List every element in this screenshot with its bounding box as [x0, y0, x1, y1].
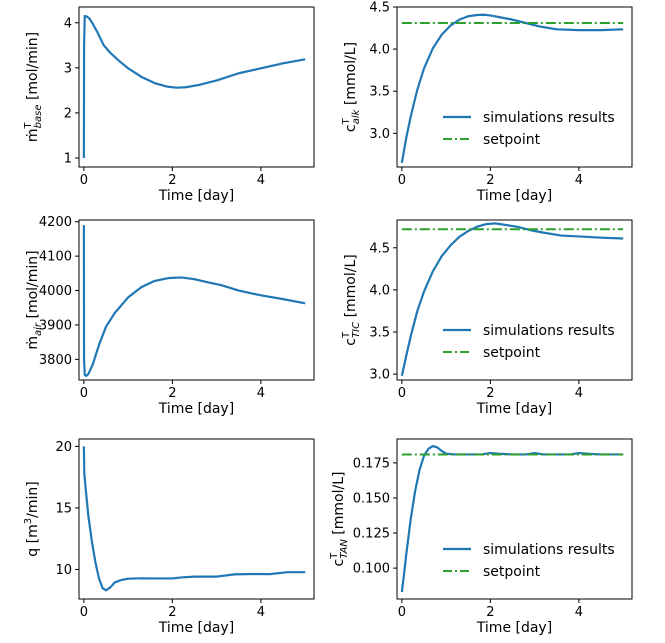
y-tick-label: 4000 — [39, 284, 72, 299]
x-axis-label: Time [day] — [476, 620, 552, 636]
legend-label: setpoint — [483, 345, 541, 361]
y-axis-label: cTTIC [mmol/L] — [341, 254, 362, 345]
y-tick-label: 3800 — [39, 353, 72, 368]
legend-label: simulations results — [483, 110, 615, 126]
y-tick-label: 10 — [55, 563, 72, 578]
legend: simulations results setpoint — [443, 542, 615, 580]
legend-label: setpoint — [483, 564, 541, 580]
x-axis-label: Time [day] — [158, 620, 234, 636]
x-tick-label: 2 — [168, 605, 176, 620]
x-tick-label: 4 — [575, 386, 583, 401]
simulation-line — [82, 14, 306, 158]
x-tick-label: 4 — [257, 386, 265, 401]
subplot-4: 0 2 4 3.0 3.5 4.0 4.5 Time [day] cTTIC [mmol/L] s… — [341, 219, 633, 417]
x-tick-label: 4 — [575, 173, 583, 188]
axes-frame — [396, 6, 633, 168]
x-tick-label: 0 — [80, 605, 88, 620]
y-tick-label: 3.5 — [369, 326, 390, 341]
x-axis-label: Time [day] — [476, 188, 552, 204]
x-tick-label: 0 — [398, 173, 406, 188]
axes-frame — [78, 6, 315, 168]
x-axis-label: Time [day] — [476, 401, 552, 417]
x-axis-label: Time [day] — [158, 188, 234, 204]
y-tick-label: 4 — [64, 16, 72, 31]
legend-label: simulations results — [483, 542, 615, 558]
legend-label: simulations results — [483, 323, 615, 339]
legend: simulations results setpoint — [443, 323, 615, 361]
x-tick-label: 2 — [486, 605, 494, 620]
legend: simulations results setpoint — [443, 110, 615, 148]
subplot-2: 0 2 4 3.0 3.5 4.0 4.5 Time [day] cTalk [mmol/L] s… — [341, 1, 633, 204]
x-tick-label: 2 — [486, 173, 494, 188]
subplot-6: 0 2 4 0.100 0.125 0.150 0.175 Time [day] cTTAN [… — [329, 438, 633, 636]
y-tick-label: 0.125 — [353, 527, 390, 542]
y-tick-label: 4.5 — [369, 241, 390, 256]
subplot-3: 0 2 4 3800 3900 4000 4100 4200 Time [day] ṁair [m… — [25, 215, 315, 417]
y-tick-label: 3900 — [39, 318, 72, 333]
y-tick-label: 2 — [64, 106, 72, 121]
y-tick-label: 0.150 — [353, 491, 390, 506]
y-tick-label: 4.0 — [369, 43, 390, 58]
y-tick-label: 20 — [55, 440, 72, 455]
y-axis-label: cTalk [mmol/L] — [341, 42, 362, 132]
x-axis-label: Time [day] — [158, 401, 234, 417]
y-tick-label: 0.100 — [353, 562, 390, 577]
y-tick-label: 4.0 — [369, 283, 390, 298]
x-tick-label: 4 — [257, 605, 265, 620]
y-tick-label: 1 — [64, 151, 72, 166]
axes-frame — [396, 219, 633, 381]
x-tick-label: 2 — [486, 386, 494, 401]
x-tick-label: 0 — [398, 605, 406, 620]
y-axis-label: cTTAN [mmol/L] — [329, 472, 350, 567]
y-tick-label: 3.0 — [369, 368, 390, 383]
y-axis-label: ṁTbase [mol/min] — [23, 32, 44, 142]
axes-frame — [396, 438, 633, 600]
y-tick-label: 0.175 — [353, 456, 390, 471]
x-tick-label: 0 — [398, 386, 406, 401]
legend-label: setpoint — [483, 132, 541, 148]
y-axis-label: ṁair [mol/min] — [25, 250, 44, 349]
y-tick-label: 4.5 — [369, 1, 390, 16]
x-tick-label: 4 — [575, 605, 583, 620]
subplot-5: 0 2 4 10 15 20 Time [day] q [m3/min] — [23, 438, 315, 636]
y-tick-label: 3.0 — [369, 127, 390, 142]
x-tick-label: 4 — [257, 173, 265, 188]
y-tick-label: 3.5 — [369, 85, 390, 100]
subplot-1: 0 2 4 1 2 3 4 Time [day] ṁTbase [mol/min] — [23, 6, 315, 204]
x-tick-label: 0 — [80, 173, 88, 188]
axes-frame — [78, 438, 315, 600]
simulation-line — [400, 222, 624, 377]
y-tick-label: 15 — [55, 501, 72, 516]
y-axis-label: q [m3/min] — [23, 481, 41, 556]
simulation-line — [82, 225, 306, 377]
axes-frame — [78, 219, 315, 381]
x-tick-label: 2 — [168, 386, 176, 401]
y-tick-label: 4200 — [39, 215, 72, 230]
x-tick-label: 2 — [168, 173, 176, 188]
x-tick-label: 0 — [80, 386, 88, 401]
y-tick-label: 3 — [64, 61, 72, 76]
simulation-line — [400, 13, 624, 163]
simulation-line — [82, 446, 306, 592]
y-tick-label: 4100 — [39, 250, 72, 265]
